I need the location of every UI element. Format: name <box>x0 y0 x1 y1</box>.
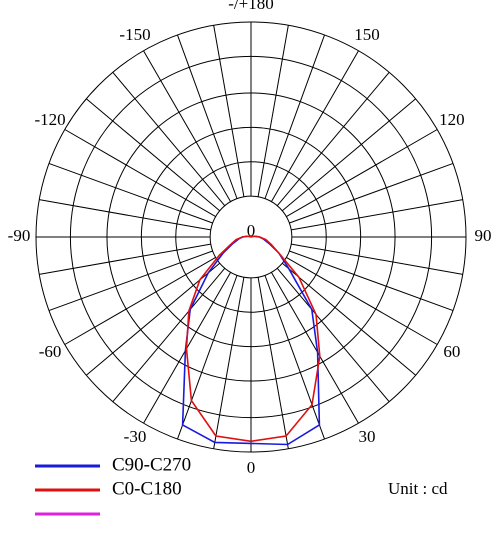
spoke-grid <box>64 256 216 345</box>
spoke-grid <box>176 34 238 199</box>
theta-tick-label: 90 <box>475 226 492 245</box>
theta-tick-label: -30 <box>124 427 147 446</box>
spoke-grid <box>281 98 417 212</box>
theta-tick-label: -60 <box>39 342 62 361</box>
spoke-grid <box>281 262 417 376</box>
spoke-grid <box>39 199 211 231</box>
spoke-grid <box>289 162 454 224</box>
spoke-grid <box>112 267 226 403</box>
theta-tick-label: -120 <box>34 110 65 129</box>
spoke-grid <box>286 129 438 218</box>
theta-tick-label: 30 <box>359 427 376 446</box>
unit-label: Unit : cd <box>388 479 448 498</box>
spoke-grid <box>48 250 213 312</box>
theta-tick-label: -90 <box>8 226 31 245</box>
spoke-grid <box>257 25 289 197</box>
spoke-grid <box>85 262 221 376</box>
theta-tick-label: -150 <box>119 25 150 44</box>
spoke-grid <box>143 50 232 202</box>
spoke-grid <box>213 277 245 449</box>
spoke-grid <box>289 250 454 312</box>
theta-tick-label: -/+180 <box>228 0 273 13</box>
theta-tick-label: 150 <box>354 25 380 44</box>
theta-tick-label: 60 <box>443 342 460 361</box>
spoke-grid <box>286 256 438 345</box>
spoke-grid <box>264 275 326 440</box>
spoke-grid <box>276 267 390 403</box>
spoke-grid <box>257 277 289 449</box>
spoke-grid <box>270 50 359 202</box>
theta-tick-label: 0 <box>247 458 256 477</box>
spoke-grid <box>270 272 359 424</box>
spoke-grid <box>112 71 226 207</box>
legend-label: C90-C270 <box>112 454 191 475</box>
series-curve <box>185 235 321 443</box>
spoke-grid <box>291 199 463 231</box>
spoke-grid <box>264 34 326 199</box>
spoke-grid <box>85 98 221 212</box>
spoke-grid <box>291 243 463 275</box>
theta-tick-label: 120 <box>439 110 465 129</box>
spoke-grid <box>48 162 213 224</box>
spoke-grid <box>64 129 216 218</box>
legend-label: C0-C180 <box>112 478 182 499</box>
spoke-grid <box>276 71 390 207</box>
spoke-grid <box>176 275 238 440</box>
spoke-grid <box>213 25 245 197</box>
r-tick-label: 0 <box>247 221 256 240</box>
spoke-grid <box>39 243 211 275</box>
